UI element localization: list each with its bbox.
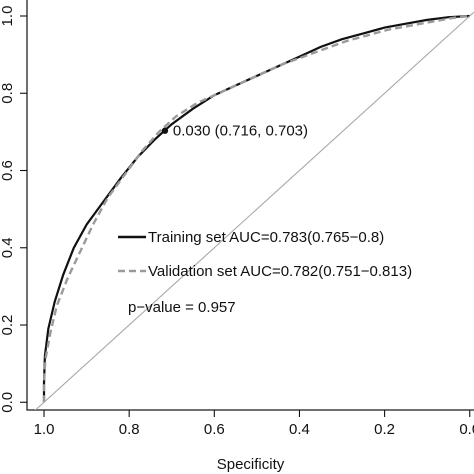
p-value-note: p−value = 0.957 xyxy=(128,299,236,316)
y-tick-label: 0.0 xyxy=(0,392,16,413)
series-line-1 xyxy=(42,14,470,403)
y-tick-label: 1.0 xyxy=(0,6,16,27)
legend: Training set AUC=0.783(0.765−0.8) Validat… xyxy=(118,229,412,316)
annotation-point xyxy=(161,127,169,134)
series-layer xyxy=(34,11,474,410)
plot-frame xyxy=(26,0,474,411)
x-tick-label: 0.0 xyxy=(459,421,474,438)
annotation-label: 0.030 (0.716, 0.703) xyxy=(173,123,308,140)
reference-line xyxy=(34,11,474,410)
x-tick-label: 0.6 xyxy=(204,421,225,438)
legend-label: Validation set AUC=0.782(0.751−0.813) xyxy=(148,263,412,280)
x-tick-label: 0.2 xyxy=(374,421,395,438)
x-axis-title: Specificity xyxy=(217,456,285,473)
y-tick-label: 0.2 xyxy=(0,315,16,336)
x-tick-label: 1.0 xyxy=(34,421,55,438)
y-tick-label: 0.6 xyxy=(0,160,16,181)
x-tick-label: 0.4 xyxy=(289,421,310,438)
x-tick-label: 0.8 xyxy=(119,421,140,438)
plot-area xyxy=(26,0,474,411)
y-tick-label: 0.8 xyxy=(0,83,16,104)
y-tick-label: 0.4 xyxy=(0,237,16,258)
annotation-layer: 0.030 (0.716, 0.703) xyxy=(161,123,308,140)
axes: 1.0 0.8 0.6 0.4 0.2 0.0 0.0 0.2 0.4 0.6 0.8 1.0 xyxy=(0,6,474,438)
legend-label: Training set AUC=0.783(0.765−0.8) xyxy=(148,229,384,246)
